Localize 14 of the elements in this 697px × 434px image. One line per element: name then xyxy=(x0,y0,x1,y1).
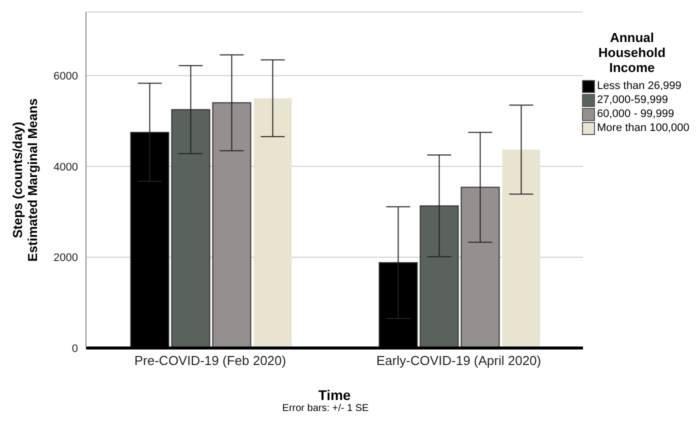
y-tick-label: 0 xyxy=(72,342,78,355)
x-axis-title: Time xyxy=(318,387,351,403)
legend-label: Less than 26,999 xyxy=(597,80,682,92)
y-tick-label: 4000 xyxy=(54,161,78,174)
x-tick-label: Pre-COVID-19 (Feb 2020) xyxy=(134,353,286,368)
text: Error bars: +/- 1 SE xyxy=(281,403,370,414)
y-tick-label: 6000 xyxy=(54,70,78,82)
y-tick-label: 2000 xyxy=(54,252,78,264)
legend-label: 27,000-59,999 xyxy=(597,94,668,106)
legend-label: More than 100,000 xyxy=(597,122,690,134)
legend-label: 60,000 - 99,999 xyxy=(597,108,674,120)
y-axis-title: Steps (counts/day) Estimated Marginal Means xyxy=(10,98,40,262)
x-tick-label: Early-COVID-19 (April 2020) xyxy=(376,353,542,368)
legend-title: Annual Household Income xyxy=(597,30,667,75)
